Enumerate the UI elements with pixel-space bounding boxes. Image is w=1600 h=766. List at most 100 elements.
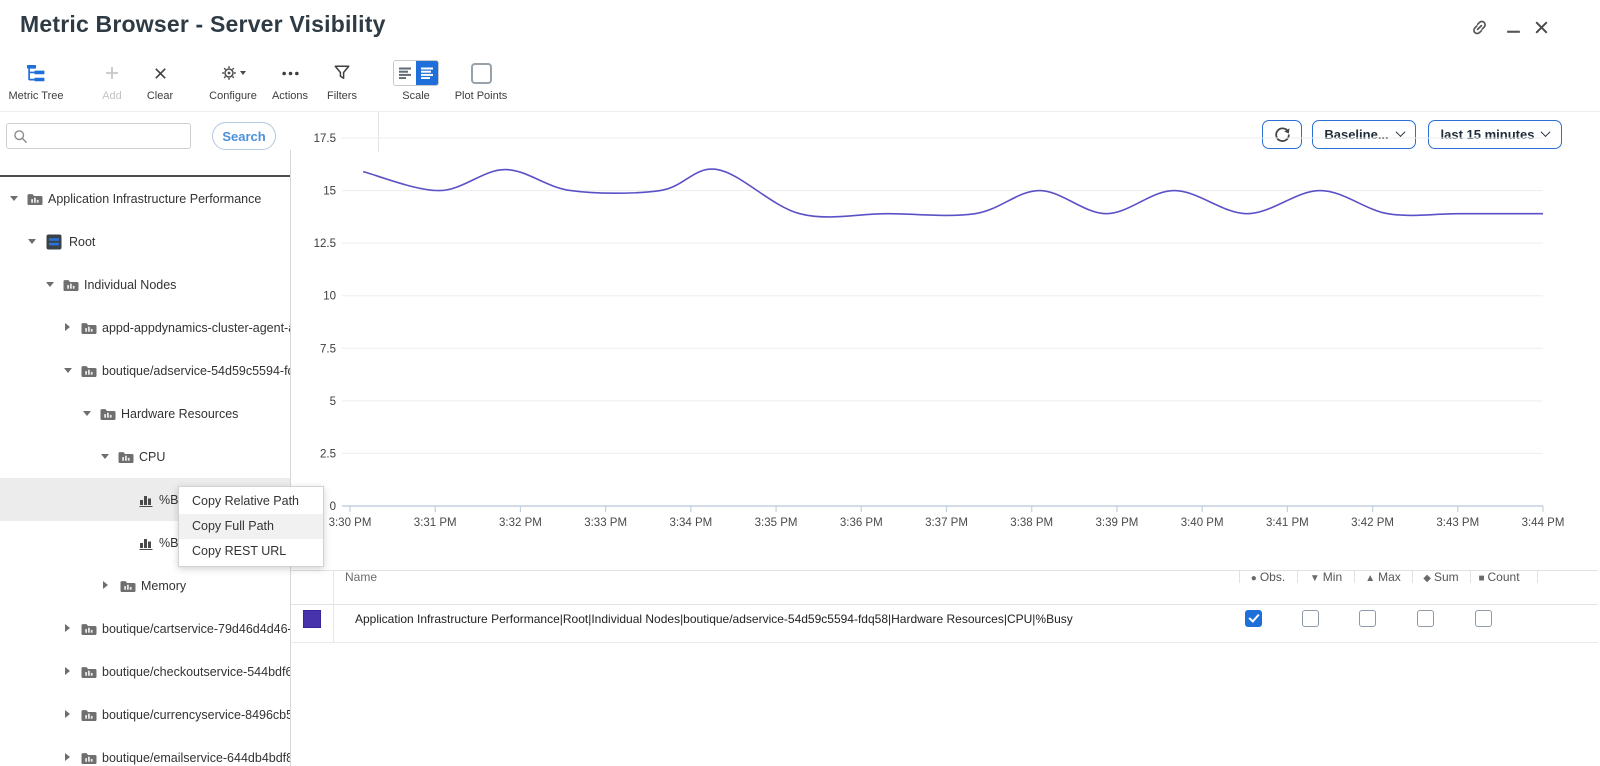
count-checkbox[interactable] bbox=[1475, 610, 1492, 627]
bar-chart-metric-icon bbox=[139, 537, 155, 551]
table-header bbox=[290, 570, 1598, 605]
tree-item-label: Memory bbox=[141, 579, 187, 593]
tree-item-label: Individual Nodes bbox=[84, 278, 177, 292]
caret-down-icon[interactable] bbox=[28, 239, 36, 244]
svg-text:3:40 PM: 3:40 PM bbox=[1181, 517, 1224, 529]
folder-metrics-icon bbox=[81, 321, 97, 335]
column-separator bbox=[1354, 570, 1355, 583]
clear-button[interactable]: Clear bbox=[142, 58, 178, 102]
caret-right-icon[interactable] bbox=[65, 667, 70, 675]
menu-item-copy-relative-path[interactable]: Copy Relative Path bbox=[192, 494, 300, 508]
folder-metrics-icon bbox=[81, 622, 97, 636]
add-button[interactable]: Add bbox=[96, 58, 128, 102]
folder-metrics-icon bbox=[27, 192, 43, 206]
tree-item-emailservice[interactable]: boutique/emailservice-644db4bdf8-lc bbox=[0, 736, 290, 766]
svg-text:5: 5 bbox=[330, 396, 336, 408]
tree-item-cpu[interactable]: CPU bbox=[0, 435, 290, 479]
tree-item-checkoutservice[interactable]: boutique/checkoutservice-544bdf649 bbox=[0, 650, 290, 694]
tree-item-label: boutique/adservice-54d59c5594-fdq58 bbox=[102, 364, 290, 378]
tree-item-adservice[interactable]: boutique/adservice-54d59c5594-fdq58 bbox=[0, 349, 290, 393]
square-icon: ■ bbox=[1478, 573, 1485, 584]
tree-item-application-infrastructure-performance[interactable]: Application Infrastructure Performance bbox=[0, 177, 290, 221]
sum-checkbox[interactable] bbox=[1417, 610, 1434, 627]
svg-text:0: 0 bbox=[330, 501, 336, 513]
link-icon[interactable] bbox=[1468, 16, 1490, 38]
svg-text:3:36 PM: 3:36 PM bbox=[840, 517, 883, 529]
folder-metrics-icon bbox=[100, 407, 116, 421]
scale-expanded-button[interactable] bbox=[416, 61, 438, 85]
search-icon bbox=[13, 129, 28, 144]
svg-text:3:34 PM: 3:34 PM bbox=[669, 517, 712, 529]
caret-right-icon[interactable] bbox=[65, 323, 70, 331]
caret-down-icon[interactable] bbox=[83, 411, 91, 416]
clear-x-icon bbox=[153, 58, 168, 88]
svg-text:3:33 PM: 3:33 PM bbox=[584, 517, 627, 529]
actions-button[interactable]: Actions bbox=[268, 58, 312, 102]
tree-item-hardware-resources[interactable]: Hardware Resources bbox=[0, 392, 290, 436]
caret-right-icon[interactable] bbox=[103, 581, 108, 589]
scale-compact-button[interactable] bbox=[394, 61, 416, 85]
svg-text:10: 10 bbox=[323, 291, 336, 303]
tree-top-border bbox=[0, 175, 290, 177]
folder-metrics-icon bbox=[81, 364, 97, 378]
titlebar: Metric Browser - Server Visibility bbox=[0, 0, 1600, 50]
svg-text:3:38 PM: 3:38 PM bbox=[1010, 517, 1053, 529]
tree-item-label: CPU bbox=[139, 450, 166, 464]
caret-down-icon[interactable] bbox=[10, 196, 18, 201]
column-separator bbox=[1412, 570, 1413, 583]
folder-metrics-icon bbox=[81, 708, 97, 722]
line-chart-canvas: 0 2.5 5 7.5 10 12.5 15 17.5 3:30 PM 3:31 PM 3:32 P… bbox=[314, 133, 1565, 529]
obs-column-header: ● Obs. bbox=[1250, 570, 1286, 584]
caret-right-icon[interactable] bbox=[65, 710, 70, 718]
diamond-icon: ◆ bbox=[1423, 573, 1431, 584]
triangle-up-icon: ▲ bbox=[1365, 573, 1376, 584]
svg-text:3:37 PM: 3:37 PM bbox=[925, 517, 968, 529]
gear-icon bbox=[221, 58, 246, 88]
menu-item-copy-full-path[interactable]: Copy Full Path bbox=[179, 514, 323, 539]
tree-item-label: appd-appdynamics-cluster-agent-app bbox=[102, 321, 290, 335]
plot-points-toggle[interactable]: Plot Points bbox=[452, 58, 510, 102]
refresh-button[interactable] bbox=[1262, 120, 1302, 149]
tree-item-label: Hardware Resources bbox=[121, 407, 239, 421]
folder-metrics-icon bbox=[120, 579, 136, 593]
svg-text:7.5: 7.5 bbox=[320, 343, 336, 355]
tree-item-label: boutique/cartservice-79d46d4d46-9b bbox=[102, 622, 290, 636]
filters-button[interactable]: Filters bbox=[322, 58, 362, 102]
max-checkbox[interactable] bbox=[1359, 610, 1376, 627]
search-input[interactable] bbox=[6, 123, 191, 149]
sum-column-header: ◆ Sum bbox=[1423, 570, 1459, 584]
caret-down-icon[interactable] bbox=[64, 368, 72, 373]
menu-item-copy-rest-url[interactable]: Copy REST URL bbox=[192, 544, 287, 558]
min-checkbox[interactable] bbox=[1302, 610, 1319, 627]
caret-down-icon[interactable] bbox=[46, 282, 54, 287]
tree-item-label: Root bbox=[69, 235, 96, 249]
metric-tree-icon bbox=[27, 58, 46, 88]
tree-item-currencyservice[interactable]: boutique/currencyservice-8496cb5c7 bbox=[0, 693, 290, 737]
tree-item-appd-cluster-agent[interactable]: appd-appdynamics-cluster-agent-app bbox=[0, 306, 290, 350]
plot-points-checkbox[interactable] bbox=[470, 62, 492, 84]
table-row[interactable]: Application Infrastructure Performance|R… bbox=[290, 605, 1598, 643]
svg-text:17.5: 17.5 bbox=[314, 133, 336, 145]
minimize-icon[interactable] bbox=[1502, 16, 1524, 38]
column-separator bbox=[1537, 570, 1538, 583]
tree-item-individual-nodes[interactable]: Individual Nodes bbox=[0, 263, 290, 307]
plus-icon bbox=[104, 58, 120, 88]
caret-right-icon[interactable] bbox=[65, 624, 70, 632]
caret-down-icon[interactable] bbox=[101, 454, 109, 459]
time-range-dropdown[interactable]: last 15 minutes bbox=[1428, 120, 1562, 149]
configure-button[interactable]: Configure bbox=[206, 58, 260, 102]
metric-tree-button[interactable]: Metric Tree bbox=[8, 58, 64, 102]
tree-item-root[interactable]: Root bbox=[0, 220, 290, 264]
context-menu: Copy Relative Path Copy Full Path Copy R… bbox=[178, 486, 324, 567]
caret-right-icon[interactable] bbox=[65, 753, 70, 761]
svg-text:15: 15 bbox=[323, 186, 336, 198]
close-icon[interactable] bbox=[1530, 16, 1552, 38]
obs-checkbox[interactable] bbox=[1245, 610, 1262, 627]
search-button[interactable]: Search bbox=[212, 122, 276, 150]
tree-item-cartservice[interactable]: boutique/cartservice-79d46d4d46-9b bbox=[0, 607, 290, 651]
tree-item-memory[interactable]: Memory bbox=[0, 564, 290, 608]
caret-down-icon bbox=[239, 71, 246, 75]
series-color-swatch bbox=[303, 610, 321, 628]
svg-text:2.5: 2.5 bbox=[320, 448, 336, 460]
